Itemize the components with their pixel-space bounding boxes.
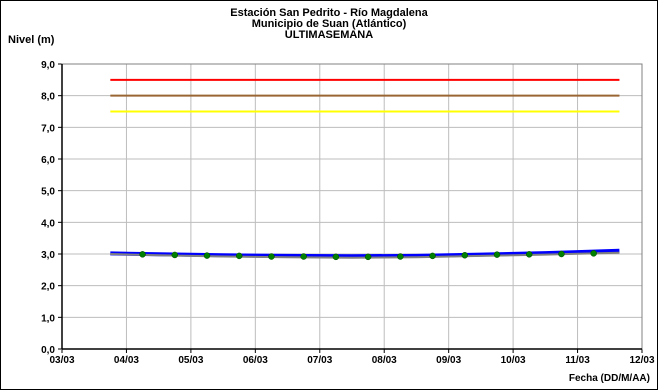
x-tick-label: 07/03 [307,355,332,366]
y-tick-label: 8,0 [41,92,55,103]
data-point [139,251,146,258]
data-point [558,250,565,258]
x-tick-label: 11/03 [565,355,590,366]
data-point [171,251,179,259]
y-tick-label: 7,0 [41,123,55,134]
y-tick-label: 0,0 [41,345,55,356]
data-point [525,251,533,258]
x-tick-label: 08/03 [372,355,397,366]
x-tick-label: 09/03 [436,355,461,366]
data-point [590,250,597,257]
data-point [493,251,501,258]
y-axis-label: Nivel (m) [8,34,55,46]
x-tick-label: 12/03 [629,355,654,366]
data-point [203,252,211,259]
chart-title-line-2: Municipio de Suan (Atlántico) [251,18,407,30]
y-tick-label: 2,0 [41,282,55,293]
data-point [364,253,372,261]
x-tick-label: 06/03 [243,355,268,366]
data-point [235,252,243,260]
x-tick-label: 05/03 [178,355,203,366]
plot-background [62,64,642,349]
data-point [461,252,469,259]
x-tick-label: 03/03 [49,355,74,366]
chart-title-line-1: Estación San Pedrito - Río Magdalena [230,7,428,19]
y-tick-label: 4,0 [41,218,55,229]
y-tick-label: 9,0 [41,60,55,71]
data-point [300,253,307,260]
y-tick-label: 6,0 [41,155,55,166]
chart-title: Estación San Pedrito - Río Magdalena Mun… [0,8,658,41]
data-point [429,252,436,260]
data-point [268,253,275,260]
x-axis-label: Fecha (DD/M/AA) [568,373,650,384]
chart-title-line-3: ULTIMASEMANA [284,29,374,41]
x-tick-label: 10/03 [501,355,526,366]
x-tick-label: 04/03 [114,355,139,366]
data-point [332,253,340,261]
y-tick-label: 5,0 [41,187,55,198]
y-tick-label: 1,0 [41,313,55,324]
data-point [397,253,404,260]
y-tick-label: 3,0 [41,250,55,261]
